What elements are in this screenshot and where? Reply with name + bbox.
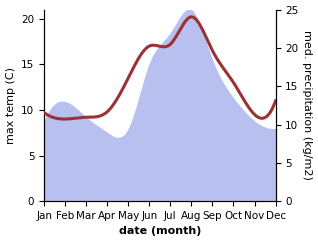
X-axis label: date (month): date (month) [119, 227, 201, 236]
Y-axis label: max temp (C): max temp (C) [5, 67, 16, 144]
Y-axis label: med. precipitation (kg/m2): med. precipitation (kg/m2) [302, 30, 313, 180]
